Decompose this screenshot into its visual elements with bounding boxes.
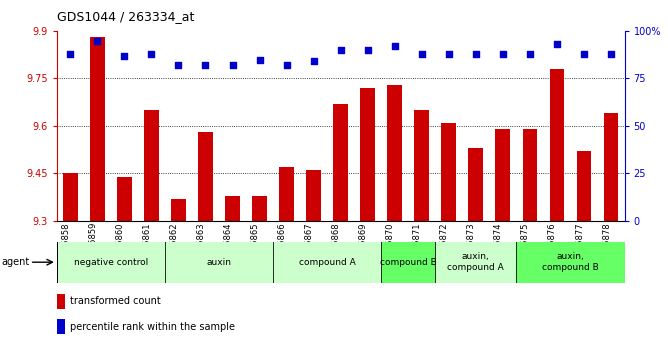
Text: GSM25867: GSM25867 <box>305 222 314 268</box>
Bar <box>171 199 186 221</box>
Point <box>470 51 481 57</box>
Bar <box>414 110 430 221</box>
Text: GSM25874: GSM25874 <box>494 222 503 268</box>
Bar <box>496 129 510 221</box>
Text: GSM25871: GSM25871 <box>413 222 422 268</box>
Bar <box>360 88 375 221</box>
Text: GSM25870: GSM25870 <box>385 222 395 268</box>
Text: GSM25872: GSM25872 <box>440 222 449 268</box>
Text: GSM25875: GSM25875 <box>521 222 530 268</box>
Point <box>309 59 319 64</box>
Bar <box>90 37 105 221</box>
Bar <box>468 148 484 221</box>
Text: auxin,
compound A: auxin, compound A <box>448 253 504 272</box>
Bar <box>198 132 213 221</box>
Point <box>255 57 265 62</box>
Text: compound B: compound B <box>380 258 437 267</box>
Bar <box>381 241 436 283</box>
Point <box>416 51 427 57</box>
Text: GSM25873: GSM25873 <box>467 222 476 268</box>
Point <box>200 62 211 68</box>
Point <box>552 41 562 47</box>
Point <box>524 51 535 57</box>
Text: transformed count: transformed count <box>70 296 161 306</box>
Bar <box>252 196 267 221</box>
Point <box>65 51 75 57</box>
Bar <box>117 177 132 221</box>
Bar <box>279 167 294 221</box>
Point <box>227 62 238 68</box>
Point <box>146 51 157 57</box>
Bar <box>57 319 65 334</box>
Text: compound A: compound A <box>299 258 355 267</box>
Text: agent: agent <box>1 257 29 267</box>
Point <box>498 51 508 57</box>
Text: GSM25858: GSM25858 <box>61 222 70 268</box>
Bar <box>333 104 348 221</box>
Bar <box>63 174 77 221</box>
Text: GSM25876: GSM25876 <box>548 222 557 268</box>
Bar <box>144 110 159 221</box>
Text: GSM25868: GSM25868 <box>332 222 341 268</box>
Bar <box>550 69 564 221</box>
Bar <box>306 170 321 221</box>
Text: auxin: auxin <box>206 258 232 267</box>
Point <box>119 53 130 58</box>
Point <box>173 62 184 68</box>
Bar <box>273 241 381 283</box>
Text: GSM25878: GSM25878 <box>602 222 611 268</box>
Bar <box>57 241 165 283</box>
Text: auxin,
compound B: auxin, compound B <box>542 253 599 272</box>
Text: GSM25859: GSM25859 <box>88 222 98 267</box>
Text: negative control: negative control <box>73 258 148 267</box>
Point <box>92 38 103 43</box>
Bar <box>57 294 65 309</box>
Text: GSM25877: GSM25877 <box>575 222 584 268</box>
Point <box>389 43 400 49</box>
Text: GSM25861: GSM25861 <box>142 222 152 268</box>
Point <box>578 51 589 57</box>
Text: GSM25865: GSM25865 <box>250 222 260 268</box>
Text: GSM25864: GSM25864 <box>224 222 232 268</box>
Bar <box>576 151 591 221</box>
Point <box>281 62 292 68</box>
Bar <box>436 241 516 283</box>
Text: GSM25860: GSM25860 <box>116 222 124 268</box>
Point <box>335 47 346 53</box>
Bar <box>165 241 273 283</box>
Point <box>444 51 454 57</box>
Bar <box>442 123 456 221</box>
Point <box>362 47 373 53</box>
Text: GDS1044 / 263334_at: GDS1044 / 263334_at <box>57 10 194 23</box>
Text: percentile rank within the sample: percentile rank within the sample <box>70 322 235 332</box>
Text: GSM25866: GSM25866 <box>278 222 287 268</box>
Text: GSM25863: GSM25863 <box>196 222 206 268</box>
Text: GSM25869: GSM25869 <box>359 222 367 268</box>
Bar <box>604 113 619 221</box>
Text: GSM25862: GSM25862 <box>170 222 178 268</box>
Point <box>606 51 617 57</box>
Bar <box>225 196 240 221</box>
Bar <box>522 129 537 221</box>
Bar <box>516 241 625 283</box>
Bar <box>387 85 402 221</box>
